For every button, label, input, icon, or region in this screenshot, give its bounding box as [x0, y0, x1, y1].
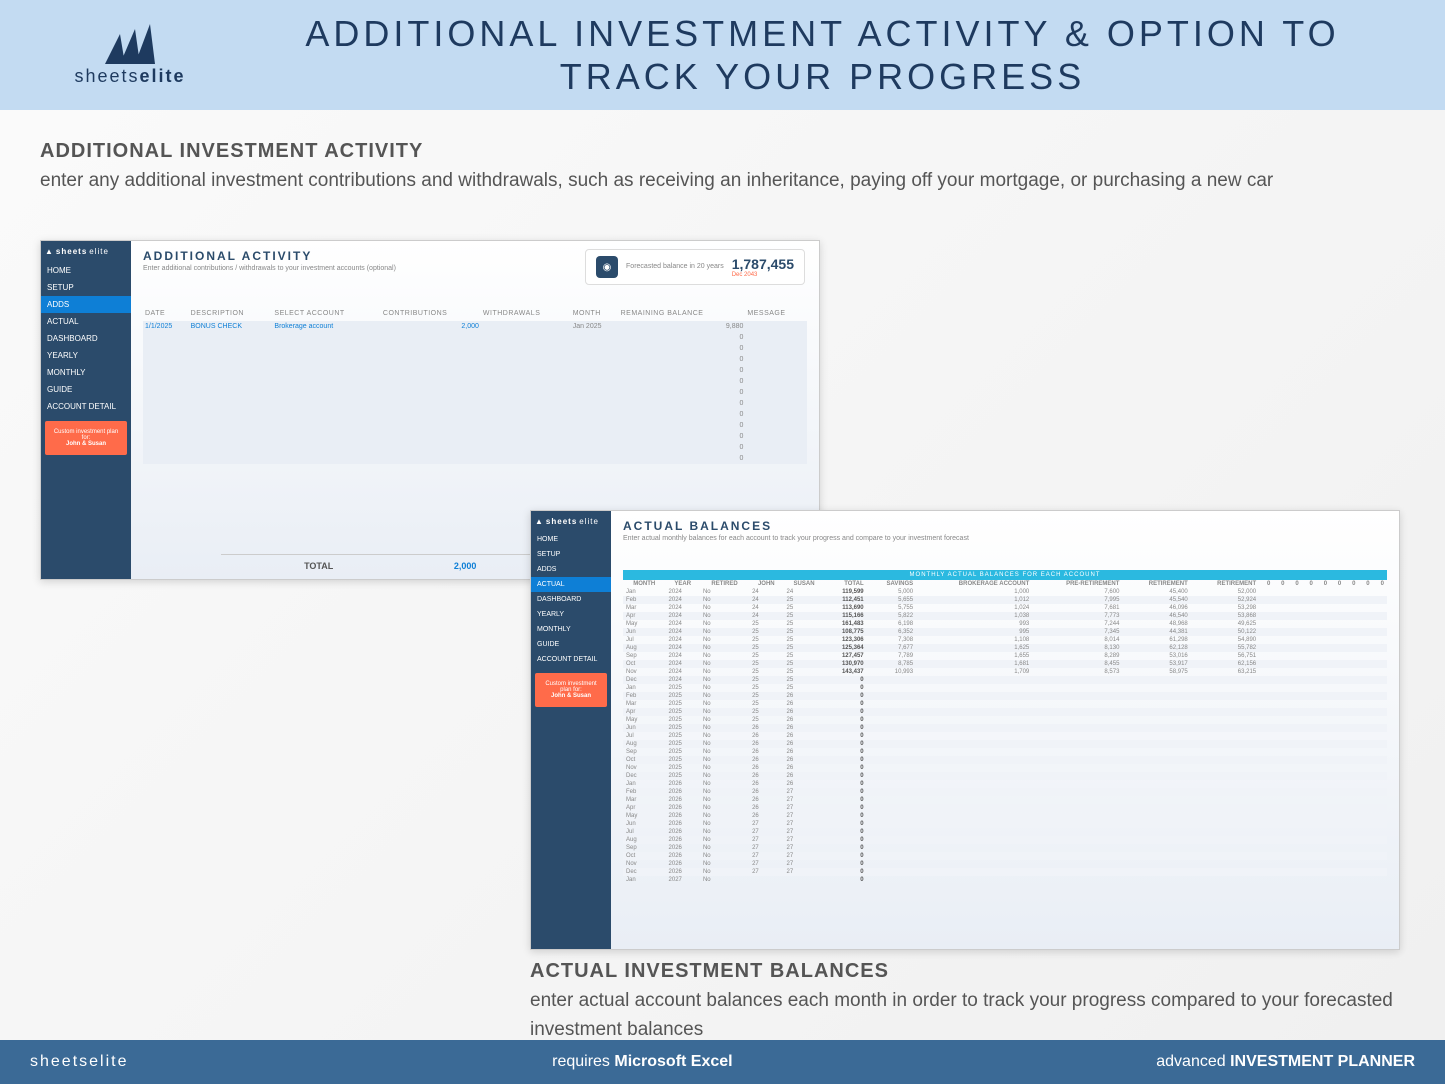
sidebar-1: ▲ sheetselite HOMESETUPADDSACTUALDASHBOA…	[41, 241, 131, 579]
sidebar-item-account-detail[interactable]: ACCOUNT DETAIL	[531, 652, 611, 667]
sidebar-item-setup[interactable]: SETUP	[41, 279, 131, 296]
sidebar-item-guide[interactable]: GUIDE	[41, 381, 131, 398]
balances-banner: MONTHLY ACTUAL BALANCES FOR EACH ACCOUNT	[623, 570, 1387, 580]
sidebar-item-dashboard[interactable]: DASHBOARD	[41, 330, 131, 347]
sidebar-item-yearly[interactable]: YEARLY	[41, 347, 131, 364]
section2-text: ACTUAL INVESTMENT BALANCES enter actual …	[530, 960, 1400, 1044]
page-footer: sheetselite requires Microsoft Excel adv…	[0, 1040, 1445, 1084]
sidebar-item-setup[interactable]: SETUP	[531, 547, 611, 562]
sidebar-2: ▲ sheetselite HOMESETUPADDSACTUALDASHBOA…	[531, 511, 611, 949]
footer-right: advanced INVESTMENT PLANNER	[1156, 1053, 1415, 1071]
plan-badge: Custom investment plan for:John & Susan	[45, 421, 127, 455]
footer-brand: sheetselite	[30, 1053, 129, 1071]
sidebar-item-dashboard[interactable]: DASHBOARD	[531, 592, 611, 607]
section2-heading: ACTUAL INVESTMENT BALANCES	[530, 960, 1400, 983]
forecast-box: ◉ Forecasted balance in 20 years 1,787,4…	[585, 249, 805, 285]
sidebar-item-actual[interactable]: ACTUAL	[531, 577, 611, 592]
screen2-title: ACTUAL BALANCES	[623, 519, 1387, 533]
main-content: ADDITIONAL INVESTMENT ACTIVITY enter any…	[0, 110, 1445, 1040]
section1-text: ADDITIONAL INVESTMENT ACTIVITY enter any…	[40, 140, 1405, 196]
sidebar-item-account-detail[interactable]: ACCOUNT DETAIL	[41, 398, 131, 415]
screen2-sub: Enter actual monthly balances for each a…	[623, 535, 1387, 542]
plan-badge-2: Custom investment plan for:John & Susan	[535, 673, 607, 707]
sidebar-item-guide[interactable]: GUIDE	[531, 637, 611, 652]
sidebar-item-home[interactable]: HOME	[531, 532, 611, 547]
section2-body: enter actual account balances each month…	[530, 987, 1400, 1044]
sidebar-item-yearly[interactable]: YEARLY	[531, 607, 611, 622]
brand-logo: sheetselite	[30, 24, 230, 87]
sidebar-item-adds[interactable]: ADDS	[41, 296, 131, 313]
sidebar-item-monthly[interactable]: MONTHLY	[531, 622, 611, 637]
logo-icon	[95, 24, 165, 66]
side-logo-2: ▲ sheetselite	[531, 511, 611, 532]
screenshot-actual-balances: ▲ sheetselite HOMESETUPADDSACTUALDASHBOA…	[530, 510, 1400, 950]
sidebar-item-actual[interactable]: ACTUAL	[41, 313, 131, 330]
page-header: sheetselite ADDITIONAL INVESTMENT ACTIVI…	[0, 0, 1445, 110]
activity-table: DATEDESCRIPTIONSELECT ACCOUNTCONTRIBUTIO…	[143, 306, 807, 464]
sidebar-item-adds[interactable]: ADDS	[531, 562, 611, 577]
side-logo: ▲ sheetselite	[41, 241, 131, 262]
footer-center: requires Microsoft Excel	[129, 1053, 1157, 1071]
section1-heading: ADDITIONAL INVESTMENT ACTIVITY	[40, 140, 1405, 163]
forecast-icon: ◉	[596, 256, 618, 278]
page-title: ADDITIONAL INVESTMENT ACTIVITY & OPTION …	[230, 12, 1415, 98]
screen2-content: ACTUAL BALANCES Enter actual monthly bal…	[611, 511, 1399, 949]
balances-table: MONTHYEARRETIREDJOHNSUSANTOTALSAVINGSBRO…	[623, 580, 1387, 884]
sidebar-item-home[interactable]: HOME	[41, 262, 131, 279]
section1-body: enter any additional investment contribu…	[40, 167, 1405, 196]
sidebar-item-monthly[interactable]: MONTHLY	[41, 364, 131, 381]
